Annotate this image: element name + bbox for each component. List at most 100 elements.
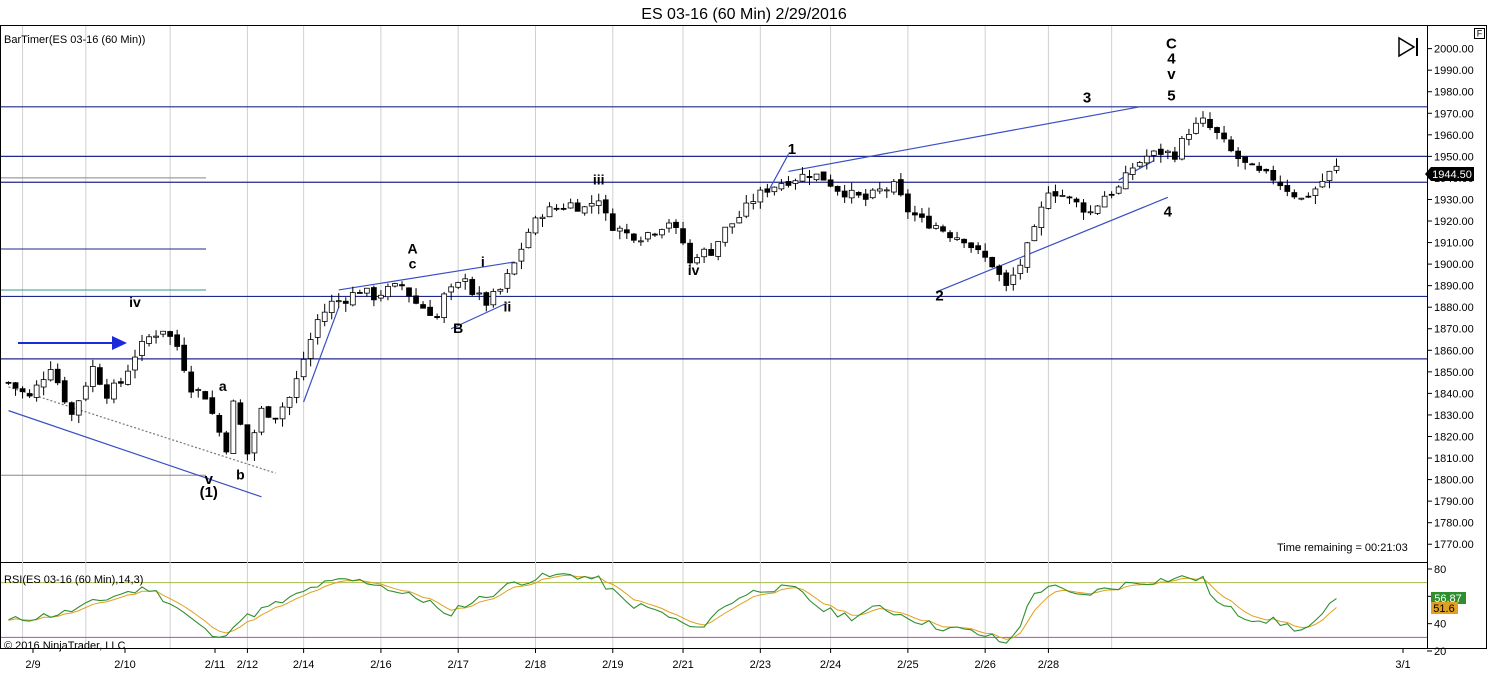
candle-body-22 bbox=[160, 330, 166, 335]
candle-body-114 bbox=[806, 176, 813, 178]
candle-body-150 bbox=[1059, 195, 1066, 197]
candle-body-95 bbox=[673, 221, 679, 228]
candle-body-142 bbox=[1003, 272, 1010, 286]
candle-body-174 bbox=[1228, 139, 1234, 152]
x-tick-label-10: 2/23 bbox=[750, 659, 771, 671]
candle-body-155 bbox=[1094, 205, 1101, 214]
candle-body-188 bbox=[1326, 170, 1333, 182]
y-tick-label-1: 1990.00 bbox=[1434, 65, 1474, 77]
y-tick-label-16: 1840.00 bbox=[1434, 388, 1474, 400]
trendlines bbox=[8, 106, 1169, 498]
candle-body-118 bbox=[834, 185, 841, 192]
candle-body-59 bbox=[420, 304, 426, 309]
candle-body-171 bbox=[1207, 119, 1213, 129]
candle-body-179 bbox=[1263, 168, 1270, 172]
trendline-5 bbox=[935, 196, 1169, 293]
candle-body-110 bbox=[778, 183, 785, 190]
candle-body-123 bbox=[869, 189, 876, 199]
y-tick-label-4: 1960.00 bbox=[1434, 130, 1474, 142]
candle-body-74 bbox=[525, 231, 532, 249]
candle-body-42 bbox=[300, 358, 307, 378]
wave-label-0: iv bbox=[129, 294, 141, 310]
candle-body-29 bbox=[209, 397, 216, 414]
candle-body-84 bbox=[595, 200, 602, 206]
candle-body-88 bbox=[623, 229, 630, 234]
candle-body-135 bbox=[954, 237, 960, 240]
wave-label-3: (1) bbox=[200, 484, 218, 501]
candle-body-34 bbox=[244, 424, 251, 455]
wave-label-17: 4 bbox=[1167, 51, 1176, 68]
f-button[interactable]: F bbox=[1474, 28, 1485, 39]
candle-body-106 bbox=[750, 201, 757, 204]
candle-body-151 bbox=[1066, 196, 1073, 199]
y-tick-label-18: 1820.00 bbox=[1434, 431, 1474, 443]
candle-body-161 bbox=[1136, 162, 1143, 167]
candle-body-163 bbox=[1150, 150, 1157, 156]
x-tick-label-8: 2/19 bbox=[602, 659, 623, 671]
rsi-line bbox=[8, 572, 1337, 644]
candle-body-125 bbox=[883, 189, 890, 192]
candle-body-147 bbox=[1038, 206, 1045, 228]
y-axis: 2000.00 1990.00 1980.00 1970.00 1960.00 1950.… bbox=[1427, 44, 1474, 551]
trendline-7 bbox=[766, 153, 789, 194]
wave-label-14: 3 bbox=[1083, 89, 1091, 106]
candle-body-96 bbox=[680, 228, 686, 244]
wave-label-6: c bbox=[409, 255, 417, 271]
candle-body-148 bbox=[1045, 192, 1052, 209]
candle-body-57 bbox=[406, 287, 412, 297]
candle-body-104 bbox=[736, 217, 743, 224]
candle-body-101 bbox=[715, 241, 722, 257]
skip-to-end-icon[interactable] bbox=[1398, 36, 1418, 58]
candle-body-49 bbox=[349, 292, 356, 306]
candle-body-45 bbox=[321, 311, 328, 322]
candle-body-13 bbox=[96, 367, 103, 385]
candle-body-113 bbox=[799, 173, 806, 182]
candle-body-121 bbox=[855, 191, 862, 196]
candle-body-91 bbox=[645, 232, 651, 240]
candle-body-169 bbox=[1193, 122, 1199, 134]
candle-body-115 bbox=[813, 173, 820, 181]
candle-body-11 bbox=[82, 385, 89, 400]
f-button-label: F bbox=[1477, 29, 1483, 39]
candle-body-157 bbox=[1108, 193, 1115, 196]
y-tick-label-22: 1780.00 bbox=[1434, 518, 1474, 530]
horizontal-levels bbox=[1, 106, 1427, 476]
candle-body-20 bbox=[146, 336, 152, 344]
candle-body-80 bbox=[567, 202, 574, 209]
candle-body-85 bbox=[602, 199, 609, 214]
y-tick-label-3: 1970.00 bbox=[1434, 108, 1474, 120]
y-tick-label-13: 1870.00 bbox=[1434, 324, 1474, 336]
candle-body-82 bbox=[581, 206, 588, 214]
y-tick-label-17: 1830.00 bbox=[1434, 410, 1474, 422]
candle-body-166 bbox=[1172, 151, 1178, 160]
candle-body-23 bbox=[167, 331, 173, 337]
candle-body-129 bbox=[912, 212, 918, 216]
candle-body-160 bbox=[1129, 167, 1136, 175]
wave-label-10: iii bbox=[593, 171, 605, 187]
x-tick-label-3: 2/12 bbox=[237, 659, 258, 671]
y-tick-label-12: 1880.00 bbox=[1434, 302, 1474, 314]
candle-body-173 bbox=[1221, 132, 1227, 140]
candle-body-90 bbox=[638, 240, 644, 243]
candle-body-61 bbox=[434, 316, 440, 318]
candle-body-170 bbox=[1200, 117, 1206, 124]
candle-body-120 bbox=[848, 189, 855, 199]
candle-body-26 bbox=[188, 371, 195, 393]
wave-label-19: 5 bbox=[1167, 87, 1175, 104]
candle-body-124 bbox=[876, 188, 883, 192]
wave-label-9: ii bbox=[503, 299, 511, 315]
wave-label-18: v bbox=[1167, 66, 1176, 83]
candle-body-94 bbox=[666, 222, 672, 229]
candle-body-60 bbox=[427, 306, 433, 316]
candle-body-154 bbox=[1087, 211, 1094, 214]
candle-body-131 bbox=[926, 215, 932, 229]
candle-body-37 bbox=[265, 406, 272, 418]
candle-body-24 bbox=[174, 334, 181, 347]
candle-body-184 bbox=[1298, 197, 1305, 200]
x-tick-label-1: 2/10 bbox=[114, 659, 135, 671]
candle-body-180 bbox=[1270, 169, 1277, 181]
wave-label-8: B bbox=[453, 320, 463, 336]
candle-body-185 bbox=[1305, 195, 1312, 198]
wave-label-16: C bbox=[1166, 36, 1177, 53]
